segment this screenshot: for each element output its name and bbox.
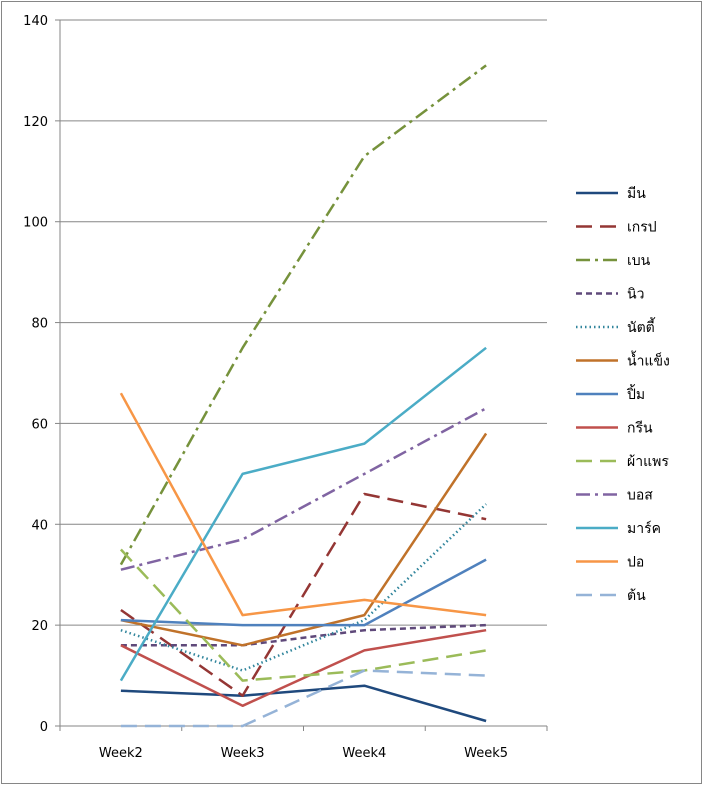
legend-label: ต้น <box>627 588 646 604</box>
y-axis-ticks: 0 20 40 60 80 100 120 140 <box>23 14 60 735</box>
y-tick-label: 20 <box>31 619 48 634</box>
legend-label: บอส <box>627 488 653 504</box>
series-line-7 <box>120 558 487 627</box>
series-line-11 <box>119 346 487 682</box>
series-line-9 <box>119 548 487 682</box>
series-line-2 <box>120 492 487 697</box>
series-line-5 <box>120 503 487 672</box>
series-line-3 <box>119 64 487 566</box>
x-tick-label: Week3 <box>221 746 265 761</box>
legend: มีนเกรปเบนนิวนัตตี้น้ำแข็งปิ้มกรีนผ้าแพร… <box>576 186 670 604</box>
x-tick-label: Week5 <box>464 746 508 761</box>
legend-label: ผ้าแพร <box>627 454 669 470</box>
y-tick-label: 60 <box>31 417 48 432</box>
series-line-1 <box>120 684 487 723</box>
y-tick-label: 100 <box>23 216 48 231</box>
legend-label: มีน <box>627 186 646 202</box>
legend-label: นัตตี้ <box>627 317 656 336</box>
series-line-6 <box>120 432 488 647</box>
y-tick-label: 0 <box>40 720 48 735</box>
x-axis-ticks: Week2 Week3 Week4 Week5 <box>59 726 548 761</box>
y-tick-label: 40 <box>31 518 48 533</box>
y-tick-label: 80 <box>31 317 48 332</box>
legend-label: น้ำแข็ง <box>627 351 670 370</box>
legend-label: มาร์ค <box>627 520 661 537</box>
legend-label: กรีน <box>627 421 653 437</box>
gridlines <box>60 19 547 626</box>
legend-label: เกรป <box>627 220 657 236</box>
legend-label: นิว <box>627 287 644 303</box>
legend-label: ปิ้ม <box>627 384 646 403</box>
series-lines <box>119 64 488 728</box>
series-line-4 <box>120 623 487 647</box>
legend-label: ปอ <box>627 555 644 571</box>
x-tick-label: Week2 <box>99 746 143 761</box>
legend-label: เบน <box>627 253 651 269</box>
y-tick-label: 140 <box>23 14 48 29</box>
x-tick-label: Week4 <box>342 746 386 761</box>
series-line-10 <box>120 407 487 571</box>
series-line-8 <box>120 628 487 708</box>
series-line-13 <box>120 669 487 728</box>
series-line-12 <box>119 392 487 617</box>
y-tick-label: 120 <box>23 115 48 130</box>
